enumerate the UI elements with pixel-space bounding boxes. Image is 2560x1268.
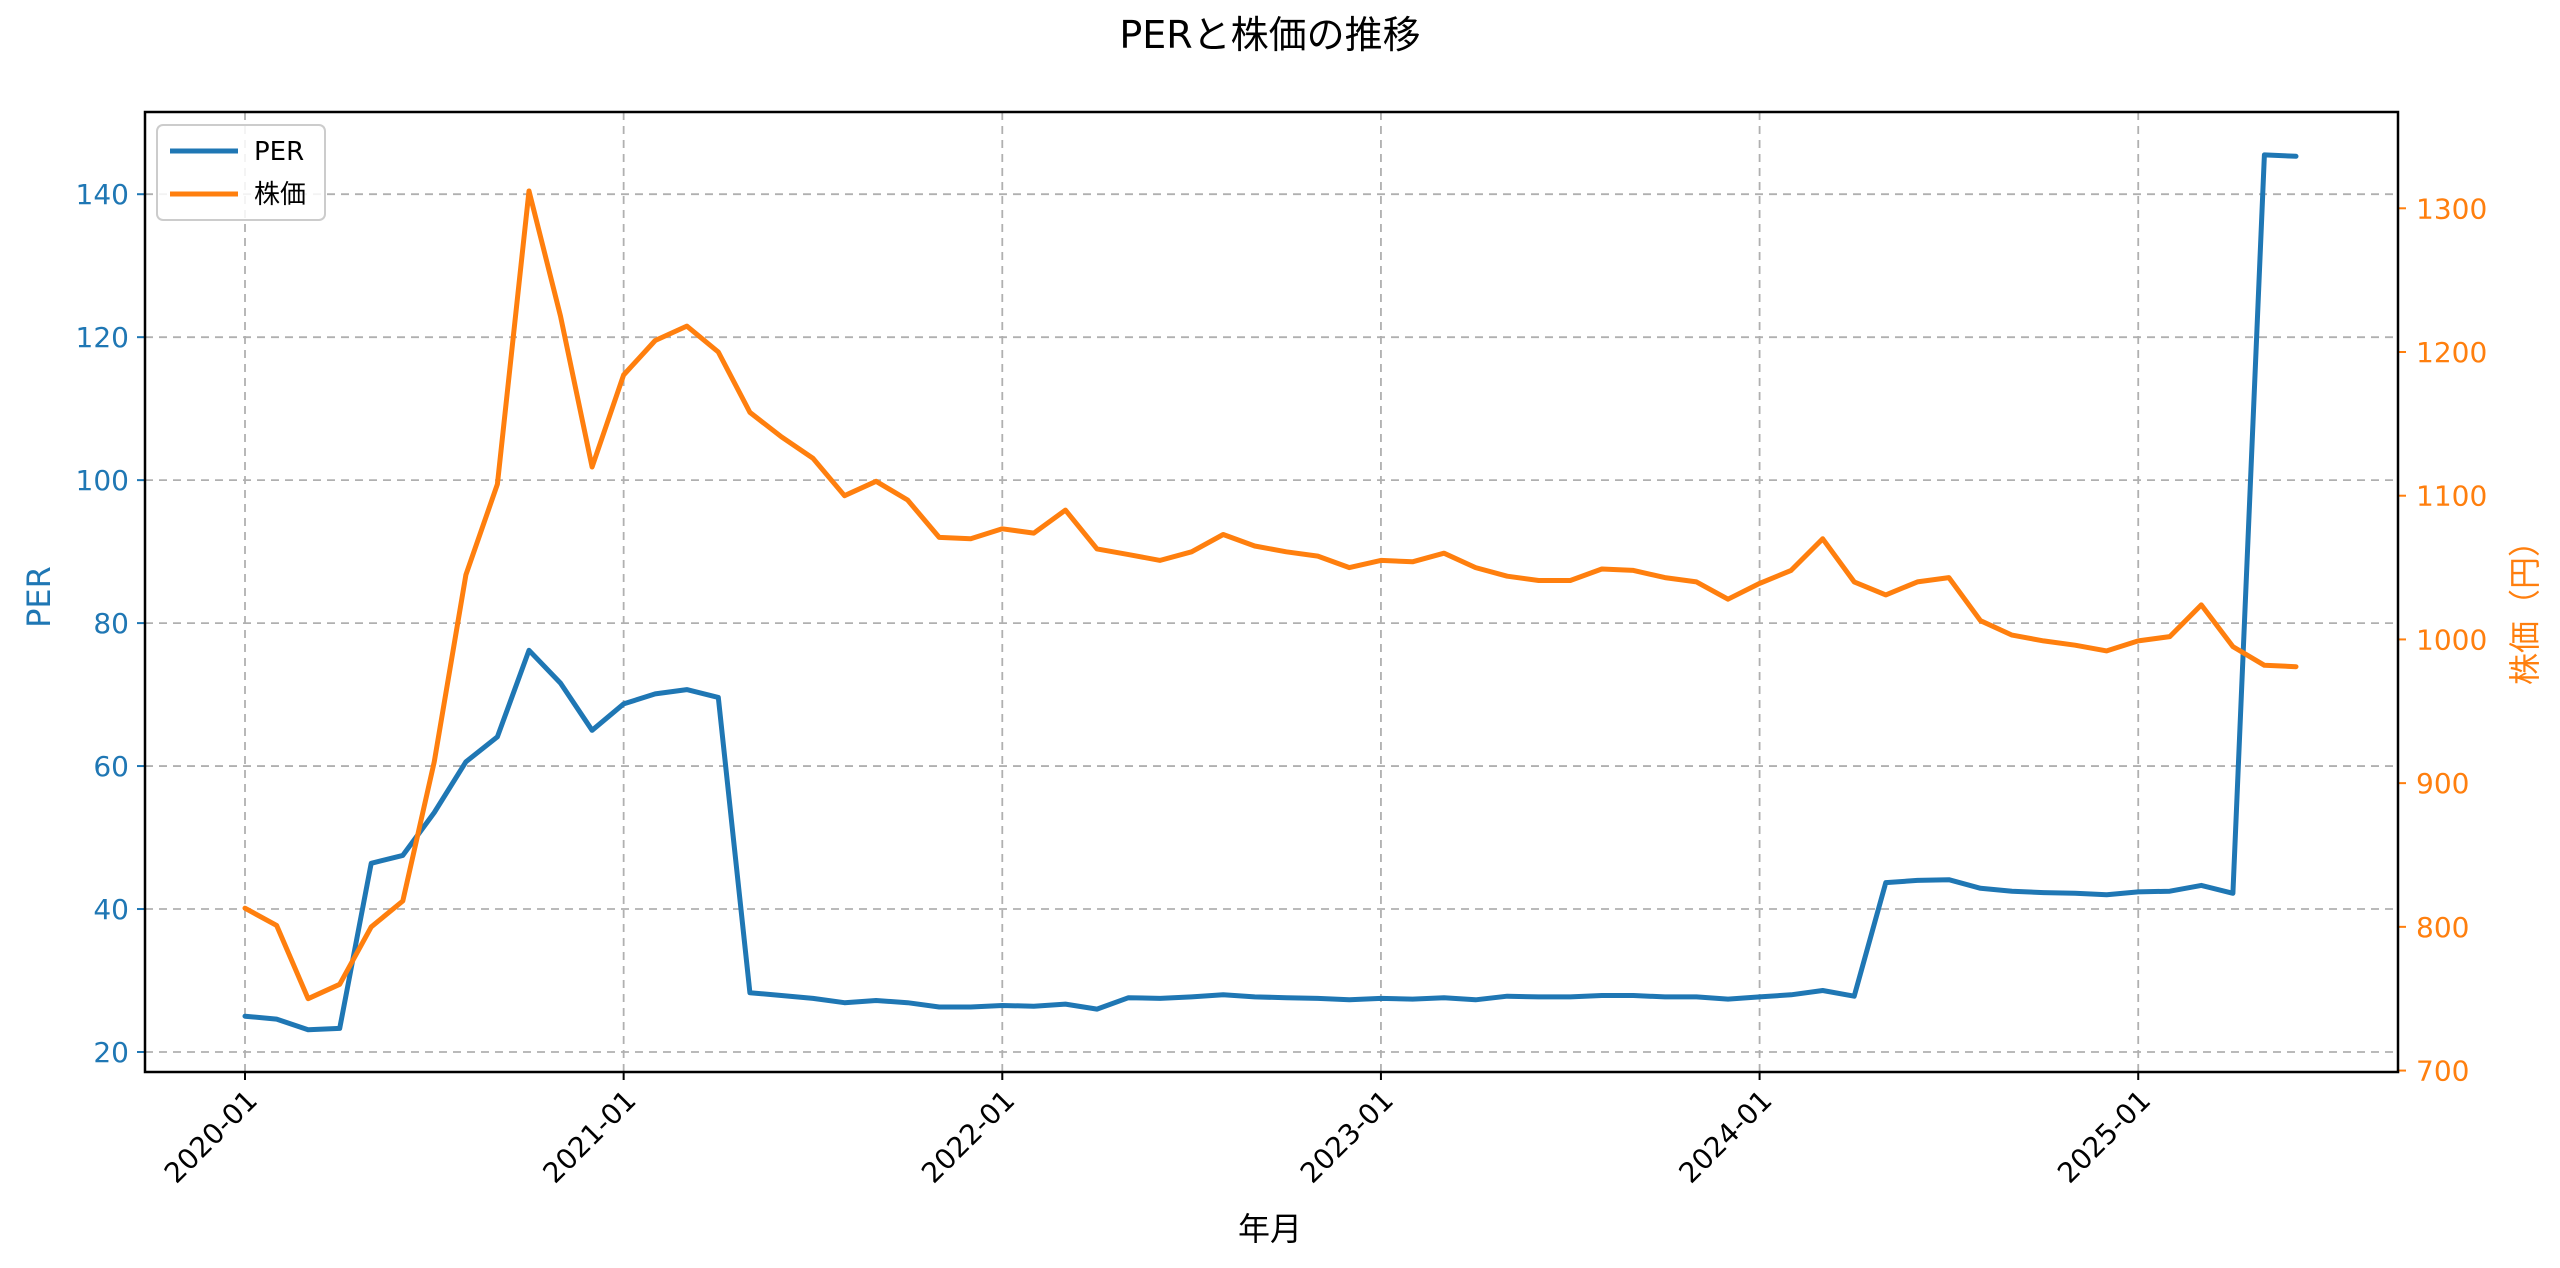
- left-y-axis: 20 40 60 80 100 120 140: [76, 178, 145, 1069]
- x-tick-label: 2022-01: [915, 1084, 1021, 1190]
- x-tick-label: 2023-01: [1294, 1084, 1400, 1190]
- series-lines: [242, 152, 2299, 1033]
- left-tick-label: 60: [93, 750, 129, 783]
- x-tick-label: 2020-01: [158, 1084, 264, 1190]
- x-tick-label: 2021-01: [537, 1084, 643, 1190]
- series-line-per: [242, 152, 2299, 1033]
- right-tick-label: 800: [2416, 911, 2469, 944]
- left-tick-label: 120: [76, 321, 129, 354]
- right-tick-label: 900: [2416, 767, 2469, 800]
- right-tick-label: 1100: [2416, 480, 2487, 513]
- grid-lines: [145, 112, 2398, 1072]
- chart-title: PERと株価の推移: [1119, 13, 1420, 57]
- right-tick-label: 1000: [2416, 623, 2487, 656]
- plot-frame: [143, 110, 2400, 1074]
- right-tick-label: 1300: [2416, 192, 2487, 225]
- left-tick-label: 140: [76, 178, 129, 211]
- legend-label-per: PER: [254, 137, 304, 167]
- x-axis-label: 年月: [1238, 1210, 1302, 1248]
- left-tick-label: 20: [93, 1036, 129, 1069]
- x-axis: 2020-01 2021-01 2022-01 2023-01 2024-01 2025-…: [158, 1072, 2157, 1190]
- right-y-axis-label: 株価（円）: [2506, 525, 2544, 685]
- legend-label-price: 株価: [254, 180, 306, 210]
- x-tick-label: 2024-01: [1672, 1084, 1778, 1190]
- left-tick-label: 80: [93, 607, 129, 640]
- left-y-axis-label: PER: [20, 566, 58, 628]
- series-line-price: [242, 188, 2299, 1002]
- legend: PER 株価: [156, 124, 326, 221]
- right-tick-label: 1200: [2416, 336, 2487, 369]
- right-tick-label: 700: [2416, 1055, 2469, 1088]
- left-tick-label: 40: [93, 893, 129, 926]
- left-tick-label: 100: [76, 464, 129, 497]
- x-tick-label: 2025-01: [2051, 1084, 2157, 1190]
- right-y-axis: 700 800 900 1000 1100 1200 1300: [2398, 192, 2487, 1088]
